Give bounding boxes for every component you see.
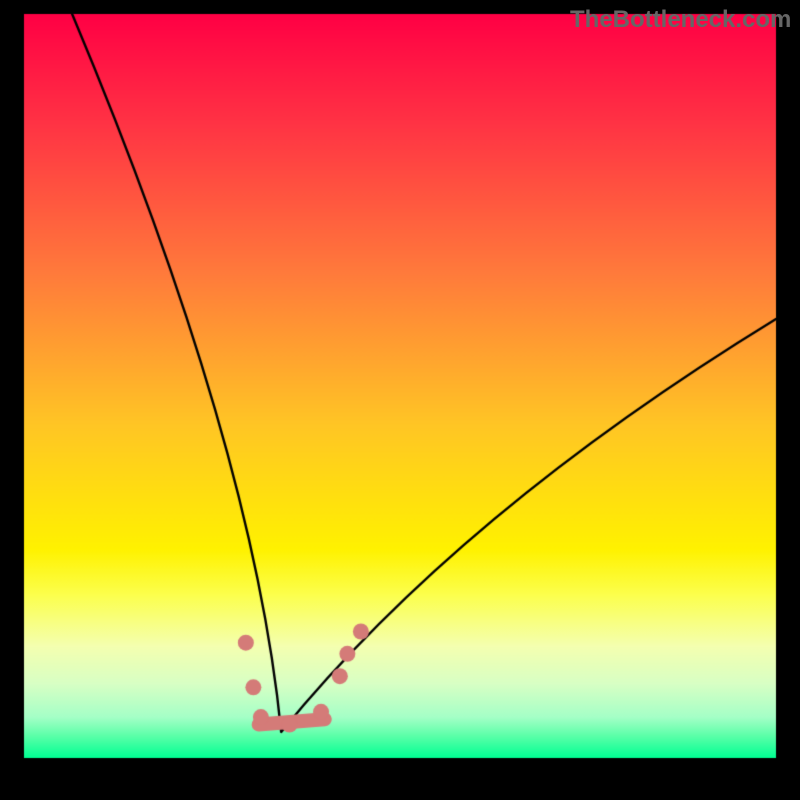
chart-overlay-canvas: [0, 0, 800, 800]
watermark-text: TheBottleneck.com: [570, 6, 791, 34]
chart-container: TheBottleneck.com: [0, 0, 800, 800]
